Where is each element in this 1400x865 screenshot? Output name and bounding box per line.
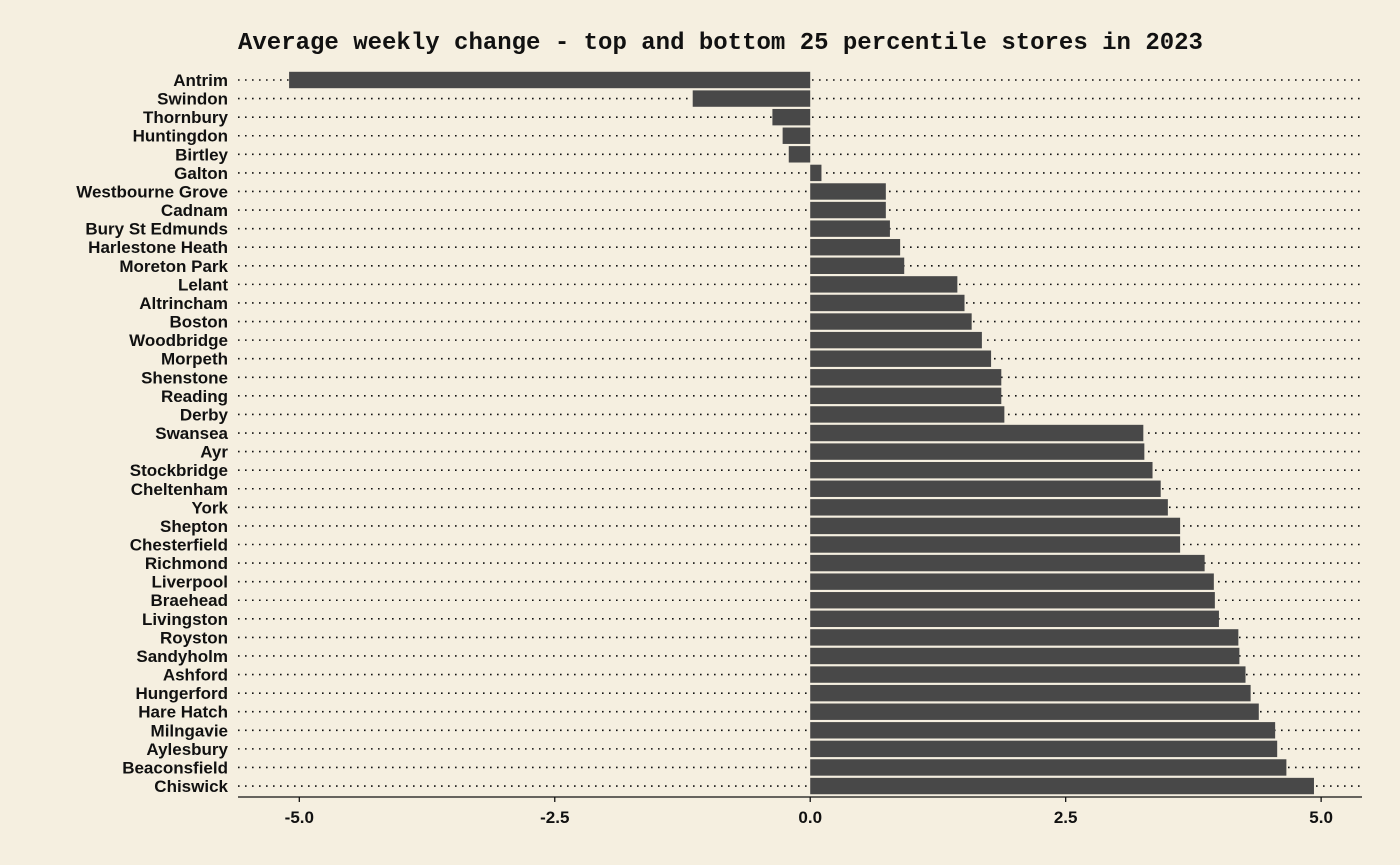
bar-cadnam	[810, 201, 886, 219]
bar-beaconsfield	[810, 759, 1287, 776]
category-labels: AntrimSwindonThornburyHuntingdonBirtleyG…	[76, 71, 228, 796]
category-label-derby: Derby	[180, 405, 229, 424]
bar-thornbury	[772, 108, 811, 126]
bars	[289, 71, 1314, 795]
category-label-aylesbury: Aylesbury	[146, 740, 228, 759]
category-label-moreton-park: Moreton Park	[119, 257, 228, 276]
category-label-harlestone-heath: Harlestone Heath	[88, 238, 228, 257]
category-label-lelant: Lelant	[178, 275, 228, 294]
bar-shepton	[810, 517, 1181, 535]
bar-derby	[810, 406, 1005, 423]
category-label-braehead: Braehead	[151, 591, 228, 610]
bar-altrincham	[810, 294, 965, 312]
bar-birtley	[788, 146, 811, 163]
bar-lelant	[810, 276, 958, 293]
category-label-boston: Boston	[169, 313, 228, 332]
bar-antrim	[289, 71, 811, 89]
chart-title: Average weekly change - top and bottom 2…	[238, 30, 1203, 57]
category-label-cadnam: Cadnam	[161, 201, 228, 220]
category-label-beaconsfield: Beaconsfield	[122, 758, 228, 777]
category-label-stockbridge: Stockbridge	[130, 461, 228, 480]
category-label-hare-hatch: Hare Hatch	[138, 703, 228, 722]
x-tick-label-1: -2.5	[540, 808, 569, 827]
category-label-westbourne-grove: Westbourne Grove	[76, 182, 228, 201]
category-label-livingston: Livingston	[142, 610, 228, 629]
bar-hungerford	[810, 684, 1251, 702]
bar-sandyholm	[810, 647, 1240, 665]
bar-harlestone-heath	[810, 239, 901, 256]
category-label-shepton: Shepton	[160, 517, 228, 536]
bar-swindon	[692, 90, 811, 107]
category-label-shenstone: Shenstone	[141, 368, 228, 387]
category-label-swindon: Swindon	[157, 90, 228, 109]
category-label-swansea: Swansea	[155, 424, 228, 443]
category-label-morpeth: Morpeth	[161, 350, 228, 369]
category-label-chesterfield: Chesterfield	[130, 536, 228, 555]
bar-ashford	[810, 666, 1246, 683]
category-label-thornbury: Thornbury	[143, 108, 229, 127]
bar-huntingdon	[782, 127, 811, 144]
category-label-richmond: Richmond	[145, 554, 228, 573]
category-label-hungerford: Hungerford	[135, 684, 228, 703]
bar-moreton-park	[810, 257, 905, 274]
bar-cheltenham	[810, 480, 1161, 497]
bar-morpeth	[810, 350, 992, 367]
bar-woodbridge	[810, 331, 982, 349]
x-tick-label-3: 2.5	[1054, 808, 1078, 827]
bar-galton	[810, 164, 822, 182]
category-label-cheltenham: Cheltenham	[131, 480, 228, 499]
category-label-altrincham: Altrincham	[139, 294, 228, 313]
category-label-chiswick: Chiswick	[154, 777, 228, 796]
category-label-royston: Royston	[160, 628, 228, 647]
category-label-ayr: Ayr	[200, 443, 228, 462]
bar-swansea	[810, 424, 1144, 442]
bar-liverpool	[810, 573, 1214, 590]
bar-westbourne-grove	[810, 183, 886, 200]
bar-stockbridge	[810, 461, 1153, 479]
bar-hare-hatch	[810, 703, 1259, 720]
bar-york	[810, 499, 1168, 516]
category-label-birtley: Birtley	[175, 145, 228, 164]
bar-ayr	[810, 443, 1145, 460]
category-label-ashford: Ashford	[163, 666, 228, 685]
bar-royston	[810, 629, 1239, 646]
bar-milngavie	[810, 722, 1276, 739]
category-label-york: York	[191, 498, 228, 517]
x-tick-label-0: -5.0	[285, 808, 314, 827]
bar-boston	[810, 313, 972, 330]
category-label-liverpool: Liverpool	[151, 573, 228, 592]
category-label-woodbridge: Woodbridge	[129, 331, 228, 350]
x-axis-ticks: -5.0 -2.5 0.0 2.5 5.0	[285, 797, 1333, 827]
category-label-antrim: Antrim	[173, 71, 228, 90]
bar-richmond	[810, 554, 1205, 572]
bar-shenstone	[810, 369, 1002, 386]
category-label-bury-st-edmunds: Bury St Edmunds	[85, 220, 228, 239]
bar-livingston	[810, 610, 1219, 628]
category-label-huntingdon: Huntingdon	[133, 127, 228, 146]
x-tick-label-2: 0.0	[798, 808, 822, 827]
bar-chesterfield	[810, 536, 1181, 553]
bar-chiswick	[810, 777, 1314, 795]
bar-braehead	[810, 592, 1215, 609]
bar-reading	[810, 387, 1002, 405]
x-tick-label-4: 5.0	[1309, 808, 1333, 827]
category-label-sandyholm: Sandyholm	[136, 647, 228, 666]
category-label-reading: Reading	[161, 387, 228, 406]
bar-aylesbury	[810, 740, 1278, 758]
category-label-galton: Galton	[174, 164, 228, 183]
category-label-milngavie: Milngavie	[151, 721, 228, 740]
bar-bury-st-edmunds	[810, 220, 890, 237]
